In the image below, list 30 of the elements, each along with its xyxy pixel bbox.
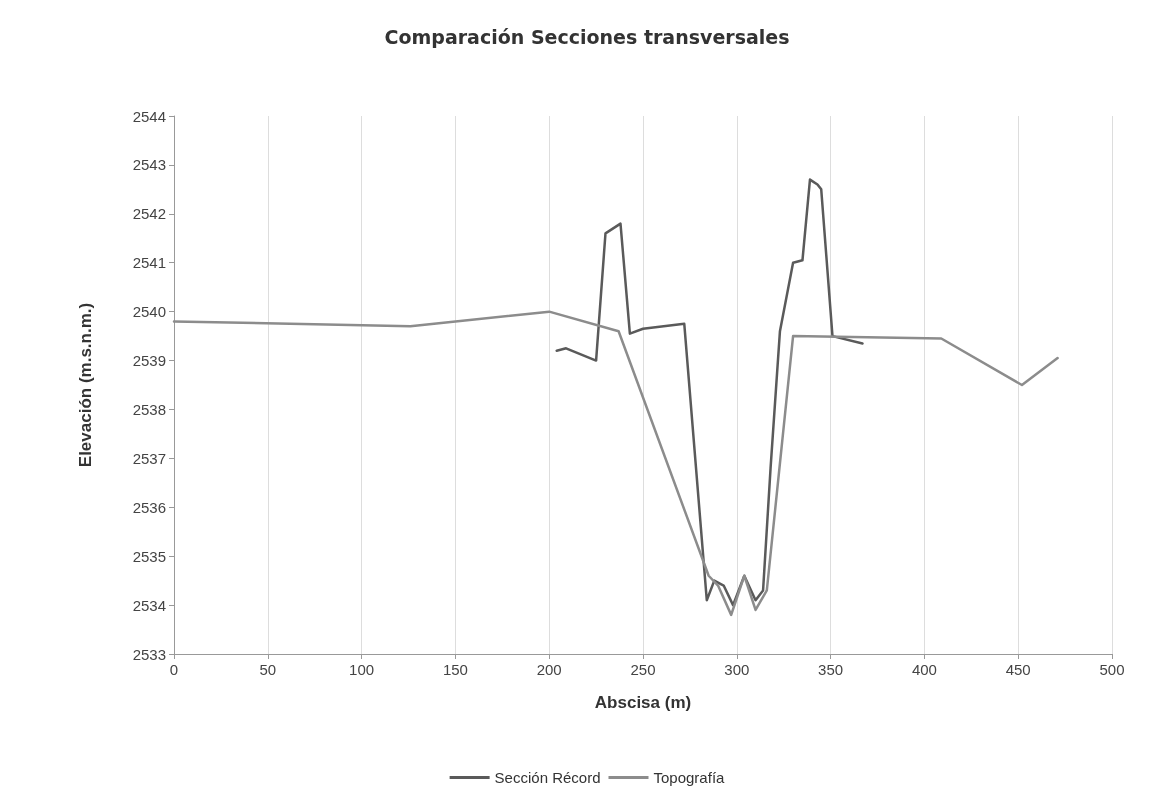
y-tick-label: 2543 xyxy=(132,156,166,174)
x-tick-label: 100 xyxy=(349,661,375,678)
y-tick-label: 2541 xyxy=(132,254,166,272)
x-tick-label: 200 xyxy=(536,661,562,678)
line-series xyxy=(555,178,864,607)
line-series xyxy=(172,310,1059,617)
y-tick-label: 2542 xyxy=(132,205,166,223)
y-tick-label: 2537 xyxy=(132,449,166,467)
x-tick-label: 250 xyxy=(630,661,656,678)
x-tick-label: 450 xyxy=(1005,661,1031,678)
y-tick-label: 2534 xyxy=(132,596,166,614)
chart-title: Comparación Secciones transversales xyxy=(384,25,790,48)
y-tick-label: 2538 xyxy=(132,400,166,418)
legend-label: Sección Récord xyxy=(494,769,601,786)
x-tick-label: 400 xyxy=(911,661,937,678)
y-tick-label: 2540 xyxy=(132,303,166,321)
y-tick-label: 2536 xyxy=(132,498,166,516)
y-tick-label: 2533 xyxy=(132,645,166,663)
x-tick-label: 350 xyxy=(818,661,844,678)
x-tick-label: 150 xyxy=(442,661,468,678)
y-axis-title: Elevación (m.s.n.m.) xyxy=(76,302,95,468)
x-tick-label: 0 xyxy=(169,661,179,678)
x-tick-label: 50 xyxy=(259,661,277,678)
x-axis-title: Abscisa (m) xyxy=(594,693,692,712)
x-tick-label: 300 xyxy=(724,661,750,678)
y-tick-label: 2535 xyxy=(132,547,166,565)
x-tick-label: 500 xyxy=(1099,661,1125,678)
y-tick-label: 2539 xyxy=(132,352,166,370)
y-tick-label: 2544 xyxy=(132,107,166,125)
legend-label: Topografía xyxy=(653,769,726,786)
